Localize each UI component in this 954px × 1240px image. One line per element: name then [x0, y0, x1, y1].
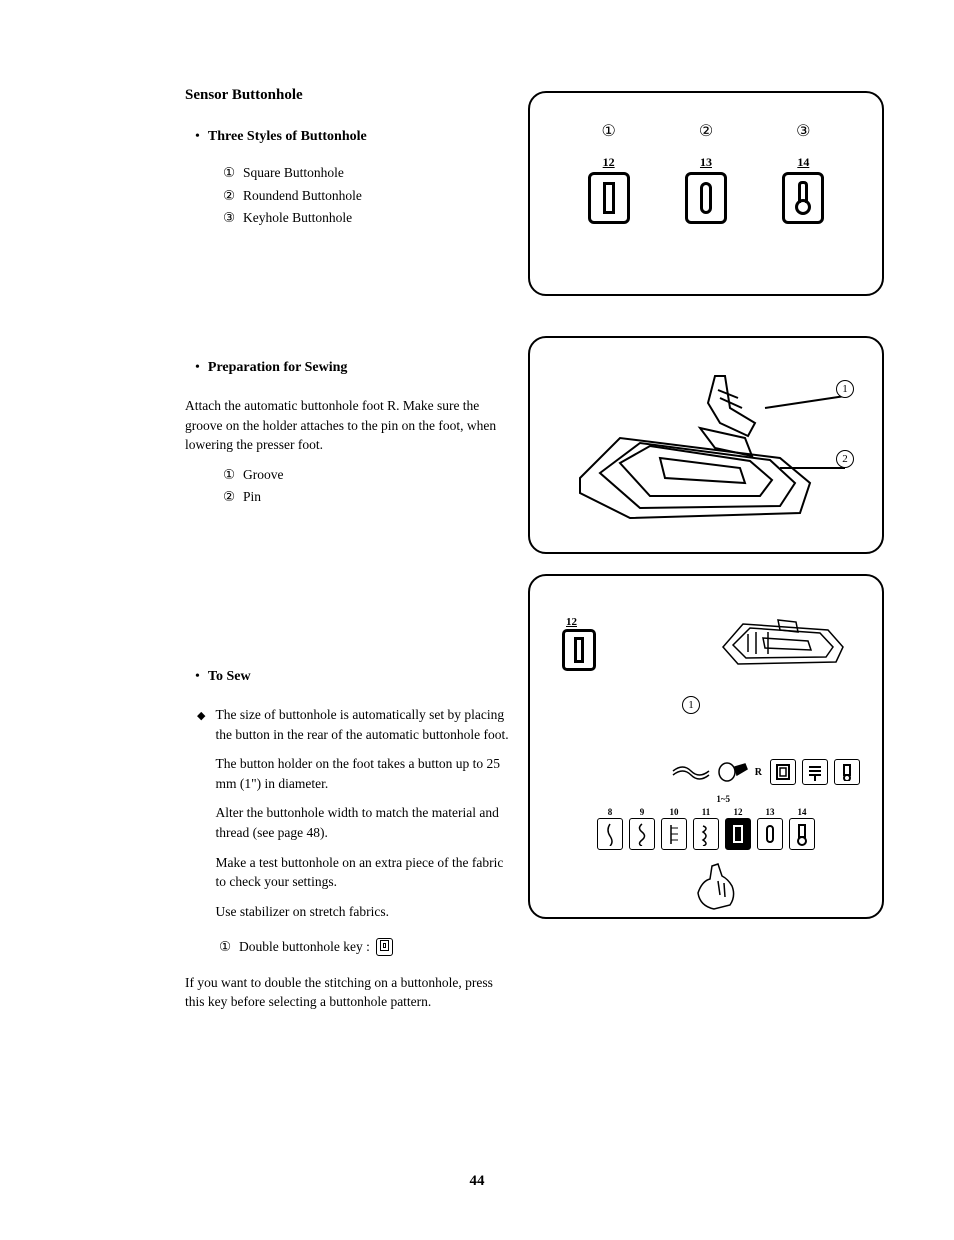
- body-text: Use stabilizer on stretch fabrics.: [215, 902, 510, 922]
- stitch-number: 13: [685, 155, 727, 170]
- figure-stitch-selection: 12 1 R: [528, 574, 884, 919]
- body-text: Attach the automatic buttonhole foot R. …: [185, 396, 510, 455]
- enum-label: Groove: [243, 465, 284, 485]
- list-item: ② Roundend Buttonhole: [221, 186, 510, 206]
- heading-three-styles: Three Styles of Buttonhole: [208, 127, 367, 147]
- page-title: Sensor Buttonhole: [185, 85, 510, 107]
- enum-num: ②: [221, 487, 237, 507]
- enum-label: Square Buttonhole: [243, 163, 344, 183]
- r-label: R: [755, 767, 762, 778]
- enum-label: Pin: [243, 487, 261, 507]
- stitch-number: 11: [693, 807, 719, 817]
- page-number: 44: [0, 1173, 954, 1190]
- callout-groove: 1: [836, 380, 854, 398]
- list-item: ① Square Buttonhole: [221, 163, 510, 183]
- stitch-key-selected: [725, 818, 751, 850]
- stitch-number: 12: [725, 807, 751, 817]
- stitch-key: [834, 759, 860, 785]
- stitch-number: 13: [757, 807, 783, 817]
- callout-num: ②: [685, 121, 727, 141]
- stitch-number: 14: [782, 155, 824, 170]
- section-to-sew: • To Sew ◆ The size of buttonhole is aut…: [185, 667, 510, 1012]
- body-text: Alter the buttonhole width to match the …: [215, 803, 510, 842]
- callout-pin: 2: [836, 450, 854, 468]
- enum-num: ①: [221, 465, 237, 485]
- enum-num: ①: [221, 163, 237, 183]
- enum-label: Keyhole Buttonhole: [243, 208, 352, 228]
- stitch-selector-panel: R 1~5 8 9 10 11 12: [552, 759, 860, 889]
- diamond-icon: ◆: [197, 709, 205, 931]
- enum-label: Roundend Buttonhole: [243, 186, 362, 206]
- enum-num: ①: [217, 937, 233, 957]
- selected-stitch-display: 12: [562, 616, 596, 671]
- stitch-number: 12: [566, 616, 596, 628]
- figure-foot-attachment: 1 2: [528, 336, 884, 554]
- key-label: Double buttonhole key :: [239, 937, 370, 957]
- keyhole-buttonhole-icon: [782, 172, 824, 224]
- stitch-number: 14: [789, 807, 815, 817]
- heading-to-sew: To Sew: [208, 667, 251, 687]
- list-item: ① Groove: [221, 465, 510, 485]
- stitch-key: [693, 818, 719, 850]
- enum-num: ②: [221, 186, 237, 206]
- stitch-number: 8: [597, 807, 623, 817]
- stitch-number: 12: [588, 155, 630, 170]
- section-three-styles: • Three Styles of Buttonhole ① Square Bu…: [185, 127, 510, 228]
- bullet-icon: •: [195, 670, 200, 684]
- key-definition: ① Double buttonhole key :: [217, 937, 510, 957]
- stitch-number: 9: [629, 807, 655, 817]
- callout-num: ①: [588, 121, 630, 141]
- buttonhole-foot-small-drawing: [718, 612, 848, 672]
- stitch-key: [757, 818, 783, 850]
- stitch-key: [629, 818, 655, 850]
- thread-guide-icon: [671, 761, 711, 783]
- bullet-icon: •: [195, 361, 200, 375]
- callout-double-key: 1: [682, 696, 700, 714]
- stitch-key: [802, 759, 828, 785]
- list-item: ③ Keyhole Buttonhole: [221, 208, 510, 228]
- heading-preparation: Preparation for Sewing: [208, 358, 347, 378]
- body-text: If you want to double the stitching on a…: [185, 973, 510, 1012]
- buttonhole-foot-drawing: [550, 368, 850, 538]
- bullet-icon: •: [195, 130, 200, 144]
- figure-buttonhole-styles: ① 12 ② 13 ③ 14: [528, 91, 884, 296]
- body-text: Make a test buttonhole on an extra piece…: [215, 853, 510, 892]
- stitch-key: [597, 818, 623, 850]
- double-buttonhole-key-icon: [376, 938, 393, 956]
- stitch-number: 10: [661, 807, 687, 817]
- section-preparation: • Preparation for Sewing Attach the auto…: [185, 358, 510, 507]
- body-text: The button holder on the foot takes a bu…: [215, 754, 510, 793]
- enum-num: ③: [221, 208, 237, 228]
- list-item: ② Pin: [221, 487, 510, 507]
- range-label: 1~5: [716, 794, 730, 804]
- round-buttonhole-icon: [685, 172, 727, 224]
- stitch-key: [661, 818, 687, 850]
- square-buttonhole-icon: [588, 172, 630, 224]
- pointing-hand-icon: [692, 861, 752, 911]
- body-text: The size of buttonhole is automatically …: [215, 705, 510, 744]
- bobbin-icon: [717, 761, 749, 783]
- stitch-key: [789, 818, 815, 850]
- stitch-key: [770, 759, 796, 785]
- callout-num: ③: [782, 121, 824, 141]
